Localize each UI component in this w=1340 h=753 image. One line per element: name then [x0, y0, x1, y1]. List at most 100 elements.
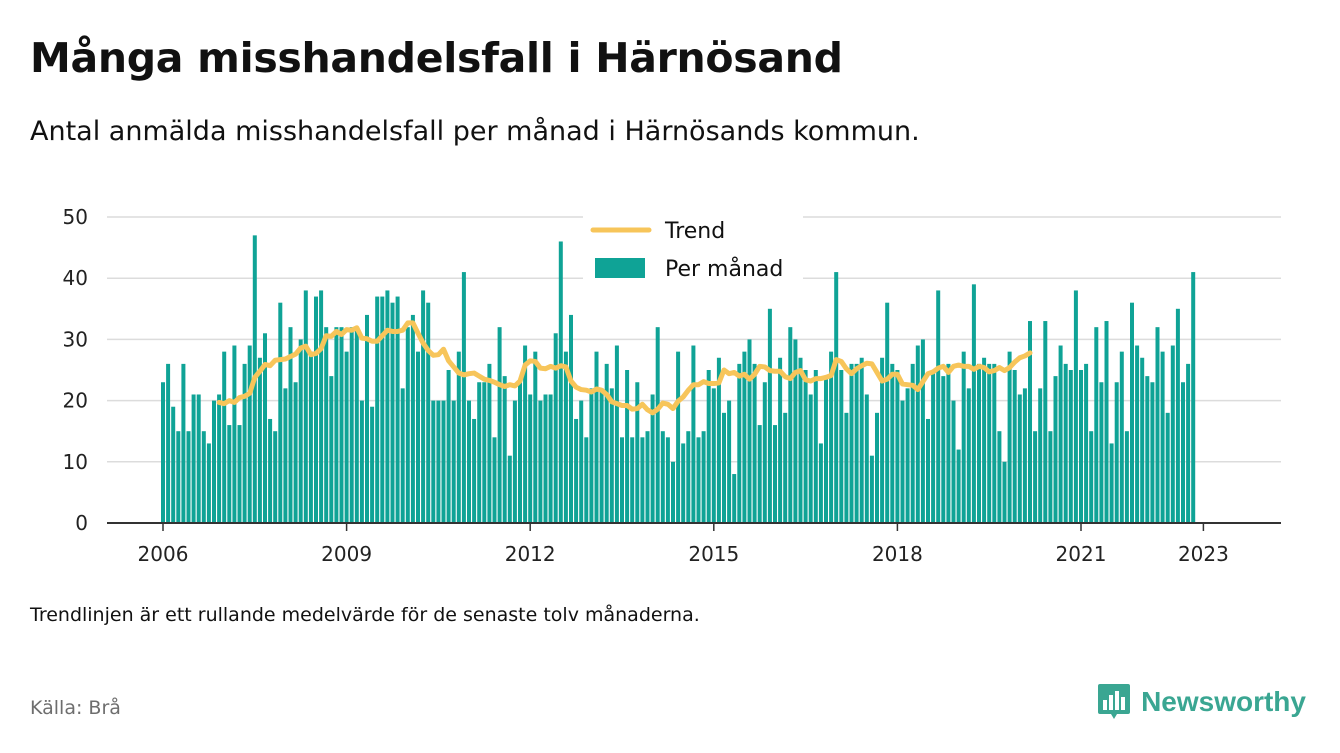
bar	[1104, 321, 1109, 523]
bar	[604, 363, 609, 523]
bar	[1002, 461, 1007, 523]
bar	[181, 363, 186, 523]
bar	[171, 406, 176, 523]
bar	[1028, 321, 1032, 523]
bar	[798, 357, 803, 523]
bar	[186, 431, 191, 523]
bar	[548, 394, 553, 523]
bar	[1181, 382, 1185, 523]
bar	[737, 363, 742, 523]
bar	[1140, 357, 1145, 523]
bar	[380, 296, 385, 523]
bar	[701, 431, 706, 523]
bar	[650, 394, 655, 523]
bar	[426, 302, 431, 523]
bar	[640, 437, 645, 523]
bar	[472, 418, 477, 523]
bar	[232, 345, 237, 523]
brand-logo: Newsworthy	[1097, 682, 1306, 722]
legend-trend-label: Trend	[664, 219, 725, 244]
bar	[518, 382, 522, 523]
bar	[915, 345, 920, 523]
bar	[523, 345, 528, 523]
x-axis: 2006 2009 2012 2015 2018 2021 2023	[138, 523, 1229, 566]
bar	[589, 388, 594, 523]
y-tick-label: 40	[63, 266, 88, 290]
bar	[176, 431, 181, 523]
trend-footnote: Trendlinjen är ett rullande medelvärde f…	[30, 604, 700, 626]
bar	[574, 418, 579, 523]
bar	[1150, 382, 1155, 523]
bar	[263, 333, 267, 523]
bar	[166, 363, 171, 523]
bar	[936, 290, 941, 523]
x-tick-label: 2018	[872, 542, 923, 566]
bar	[1165, 412, 1170, 523]
bar	[558, 241, 563, 524]
bar	[926, 418, 930, 523]
bar	[691, 345, 696, 523]
bar	[1084, 363, 1089, 523]
bar	[405, 327, 410, 523]
bar	[1007, 351, 1012, 523]
bar	[487, 363, 492, 523]
bar	[334, 327, 339, 523]
bar	[247, 345, 252, 523]
bar	[584, 437, 589, 523]
bar	[620, 437, 624, 523]
bar	[569, 314, 573, 523]
bar	[767, 308, 772, 523]
bar	[416, 351, 420, 523]
y-tick-label: 30	[63, 327, 88, 351]
x-tick-label: 2006	[138, 542, 189, 566]
bar	[818, 443, 823, 523]
bar	[834, 272, 839, 523]
bar	[431, 400, 436, 523]
bar	[1175, 308, 1180, 523]
bar	[844, 412, 849, 523]
bar	[329, 376, 334, 523]
bar-chart-logo-icon	[1098, 684, 1131, 719]
bar	[538, 400, 543, 523]
bar	[1109, 443, 1114, 523]
bar	[635, 382, 640, 523]
bar	[895, 370, 900, 523]
bar	[1094, 327, 1099, 523]
bar	[716, 357, 721, 523]
bar	[477, 382, 482, 523]
bar	[665, 437, 670, 523]
bar	[1063, 363, 1068, 523]
legend-bar-swatch	[595, 258, 645, 278]
bar	[308, 351, 313, 523]
bar	[410, 314, 415, 523]
bar	[217, 394, 222, 523]
bar	[982, 357, 987, 523]
bar	[869, 455, 874, 523]
bar	[395, 296, 400, 523]
bar	[1038, 388, 1043, 523]
bar	[920, 339, 925, 523]
bar	[288, 327, 293, 523]
bar	[839, 370, 844, 523]
bar	[227, 425, 232, 523]
y-tick-label: 10	[63, 450, 88, 474]
bar	[400, 388, 405, 523]
bar	[609, 388, 614, 523]
bar	[456, 351, 461, 523]
bar	[365, 314, 369, 523]
bar	[778, 357, 783, 523]
bar	[497, 327, 502, 523]
bar	[910, 363, 915, 523]
bar	[1043, 321, 1048, 523]
bar	[849, 363, 854, 523]
bar	[446, 370, 451, 523]
bar	[864, 394, 869, 523]
bar	[1135, 345, 1140, 523]
legend: Trend Per månad	[583, 212, 803, 288]
bar	[161, 382, 165, 523]
bar	[212, 400, 216, 523]
chart-title: Många misshandelsfall i Härnösand	[30, 34, 843, 82]
bar	[441, 400, 446, 523]
bar	[681, 443, 686, 523]
trend-line	[216, 320, 1033, 416]
